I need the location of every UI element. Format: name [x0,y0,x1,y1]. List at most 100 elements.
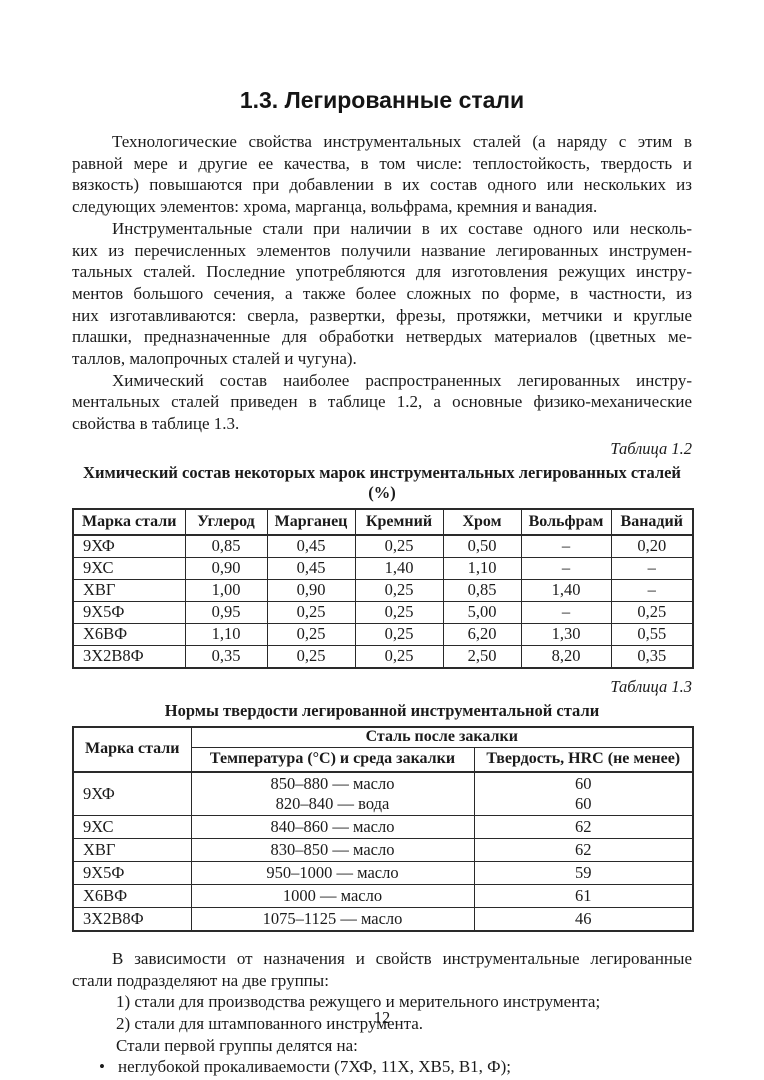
chemical-composition-table: Марка стали Углерод Марганец Кремний Хро… [72,507,694,669]
col-header-chromium: Хром [442,508,522,536]
hardness-cell: 62 [473,837,694,862]
temperature-cell: 1075–1125 — масло [190,906,475,932]
table13-sub-header-row: Температура (°С) и среда закалки Твердос… [73,746,694,773]
value-cell: 0,35 [184,644,268,669]
steel-mark-cell: 9ХФ [72,771,192,816]
page-content: 1.3. Легированные стали Технологические … [72,0,694,1078]
text-line: вязкость) повышаются при добавлении в их… [72,175,692,195]
paragraph-intro: Технологические свойства инструментальны… [72,131,692,218]
table-row: Х6ВФ 1,10 0,25 0,25 6,20 1,30 0,55 [72,622,694,646]
value-cell: 1,00 [184,578,268,602]
text-line: них изготавливаются: сверла, развертки, … [72,305,692,325]
table-row: ХВГ 1,00 0,90 0,25 0,85 1,40 – [72,578,694,602]
col-header-vanadium: Ванадий [610,508,694,536]
text-line: свойства в таблице 1.3. [72,414,240,434]
table12-caption: Химический состав некоторых марок инстру… [83,462,681,502]
paragraph-tool-steels: Инструментальные стали при наличии в их … [72,218,692,370]
value-cell: 0,85 [184,534,268,558]
value-cell: 0,25 [354,578,444,602]
value-cell: 0,25 [266,600,356,624]
bullet-item: • неглубокой прокаливаемости (7ХФ, 11Х, Х… [72,1056,692,1078]
col-header-carbon: Углерод [184,508,268,536]
table-row: 9ХФ 0,85 0,45 0,25 0,50 – 0,20 [72,534,694,558]
value-cell: 5,00 [442,600,522,624]
table-row: 9Х5Ф 950–1000 — масло 59 [72,860,694,885]
hardness-cell: 61 [473,883,694,908]
value-cell: 0,55 [610,622,694,646]
list-item-1: 1) стали для производства режущего и мер… [116,992,601,1012]
value-cell: – [520,534,612,558]
temperature-cell: 950–1000 — масло [190,860,475,885]
table-row: 3Х2В8Ф 1075–1125 — масло 46 [72,906,694,932]
value-cell: 1,10 [184,622,268,646]
steel-mark-cell: Х6ВФ [72,622,186,646]
temperature-cell: 840–860 — масло [190,814,475,839]
text-line: тальных сталей. Последние употребляются … [72,262,692,282]
col-header-tungsten: Вольфрам [520,508,612,536]
value-cell: 0,45 [266,534,356,558]
text-line: следующих элементов: хрома, марганца, во… [72,197,598,217]
bullet-item-text: неглубокой прокаливаемости (7ХФ, 11Х, ХВ… [118,1057,511,1077]
col-header-silicon: Кремний [354,508,444,536]
table-row: 9ХС 840–860 — масло 62 [72,814,694,839]
table13-group-header-row: Марка стали Сталь после закалки [72,726,694,773]
group-header-quenched-steel: Сталь после закалки [190,726,694,748]
value-cell: 0,50 [442,534,522,558]
table-row: ХВГ 830–850 — масло 62 [72,837,694,862]
col-header-temperature: Температура (°С) и среда закалки [190,746,475,773]
closing-section: В зависимости от назначения и свойств ин… [72,948,692,1078]
hardness-cell: 59 [473,860,694,885]
value-cell: – [610,578,694,602]
hardness-norms-table: Марка стали Сталь после закалки Температ… [72,725,694,932]
col-header-mark: Марка стали [72,726,192,773]
text-line: Химический состав наиболее распространен… [112,370,692,390]
paragraph-groups: В зависимости от назначения и свойств ин… [72,948,692,991]
table-row: 9ХФ 850–880 — масло 820–840 — вода 60 60 [72,771,694,816]
table-row: 9ХС 0,90 0,45 1,40 1,10 – – [72,556,694,580]
value-cell: 0,25 [266,644,356,669]
value-cell: – [610,556,694,580]
table-row: Х6ВФ 1000 — масло 61 [72,883,694,908]
value-cell: 8,20 [520,644,612,669]
table13-caption: Нормы твердости легированной инструмента… [164,700,600,720]
value-cell: 1,30 [520,622,612,646]
col-header-manganese: Марганец [266,508,356,536]
value-cell: 0,95 [184,600,268,624]
value-cell: 0,85 [442,578,522,602]
col-header-mark: Марка стали [72,508,186,536]
value-cell: 0,35 [610,644,694,669]
value-cell: 0,20 [610,534,694,558]
list-intro-first-group: Стали первой группы делятся на: [116,1035,358,1055]
steel-mark-cell: 3Х2В8Ф [72,906,192,932]
steel-mark-cell: 9ХФ [72,534,186,558]
page-number: 12 [373,1008,391,1027]
text-line: ментов большого сечения, а также более с… [72,283,692,303]
steel-mark-cell: 9ХС [72,556,186,580]
steel-mark-cell: 9Х5Ф [72,860,192,885]
steel-mark-cell: 9ХС [72,814,192,839]
value-cell: 1,10 [442,556,522,580]
text-line: Инструментальные стали при наличии в их … [112,218,692,238]
value-cell: 2,50 [442,644,522,669]
text-line: В зависимости от назначения и свойств ин… [112,948,692,968]
table-row: 9Х5Ф 0,95 0,25 0,25 5,00 – 0,25 [72,600,694,624]
text-line: равной мере и другие ее качества, в том … [72,153,692,173]
value-cell: 1,40 [520,578,612,602]
value-cell: 0,25 [354,534,444,558]
value-cell: 0,45 [266,556,356,580]
text-line: стали подразделяют на две группы: [72,970,329,990]
value-cell: 0,25 [354,622,444,646]
value-cell: 0,90 [184,556,268,580]
section-title: 1.3. Легированные стали [239,87,525,113]
value-cell: 0,25 [266,622,356,646]
value-cell: 0,25 [610,600,694,624]
value-cell: 0,25 [354,644,444,669]
table12-label: Таблица 1.2 [610,438,692,458]
table-row: 3Х2В8Ф 0,35 0,25 0,25 2,50 8,20 0,35 [72,644,694,669]
table13-label: Таблица 1.3 [610,676,692,696]
hardness-cell: 62 [473,814,694,839]
hardness-cell: 46 [473,906,694,932]
value-cell: – [520,556,612,580]
value-cell: – [520,600,612,624]
